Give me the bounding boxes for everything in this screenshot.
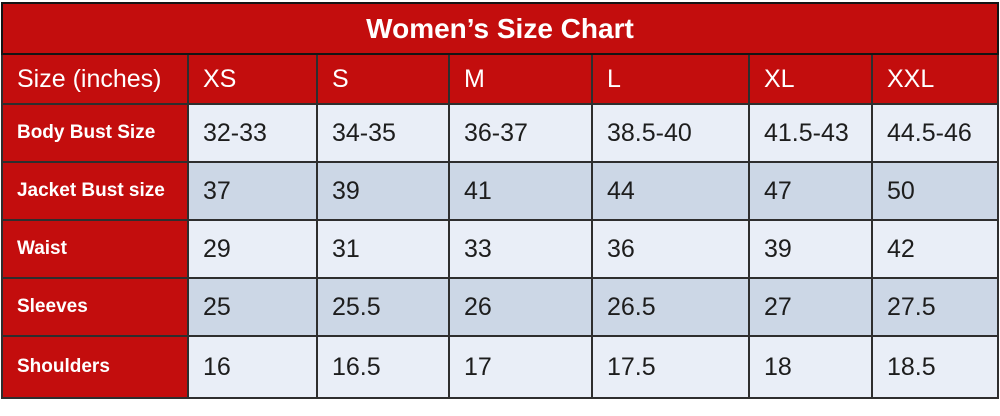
size-cell: 42	[870, 219, 1000, 279]
size-cell: 26	[447, 277, 593, 337]
size-cell: 44.5-46	[870, 103, 1000, 163]
chart-title: Women’s Size Chart	[0, 2, 1000, 55]
size-cell: 36	[590, 219, 750, 279]
title-row: Women’s Size Chart	[0, 2, 1000, 55]
size-cell: 41	[447, 161, 593, 221]
size-cell: 17	[447, 335, 593, 399]
row-label-body-bust-size: Body Bust Size	[0, 103, 189, 163]
column-header-xl: XL	[747, 53, 873, 105]
table-row-body-bust-size: Body Bust Size 32-33 34-35 36-37 38.5-40…	[0, 103, 1000, 163]
size-cell: 33	[447, 219, 593, 279]
size-cell: 37	[186, 161, 318, 221]
column-header-size-inches: Size (inches)	[0, 53, 189, 105]
size-cell: 27	[747, 277, 873, 337]
table-row-jacket-bust-size: Jacket Bust size 37 39 41 44 47 50	[0, 161, 1000, 221]
size-cell: 38.5-40	[590, 103, 750, 163]
size-cell: 47	[747, 161, 873, 221]
size-cell: 32-33	[186, 103, 318, 163]
table-row-waist: Waist 29 31 33 36 39 42	[0, 219, 1000, 279]
column-header-xxl: XXL	[870, 53, 1000, 105]
column-header-l: L	[590, 53, 750, 105]
size-cell: 25.5	[315, 277, 450, 337]
size-cell: 25	[186, 277, 318, 337]
size-cell: 29	[186, 219, 318, 279]
size-cell: 39	[315, 161, 450, 221]
column-header-m: M	[447, 53, 593, 105]
size-cell: 18.5	[870, 335, 1000, 399]
size-chart-table: Women’s Size Chart Size (inches) XS S M …	[0, 2, 1000, 399]
size-cell: 18	[747, 335, 873, 399]
size-cell: 34-35	[315, 103, 450, 163]
size-cell: 44	[590, 161, 750, 221]
table-row-sleeves: Sleeves 25 25.5 26 26.5 27 27.5	[0, 277, 1000, 337]
header-row: Size (inches) XS S M L XL XXL	[0, 53, 1000, 105]
size-cell: 41.5-43	[747, 103, 873, 163]
column-header-s: S	[315, 53, 450, 105]
row-label-shoulders: Shoulders	[0, 335, 189, 399]
size-cell: 16.5	[315, 335, 450, 399]
row-label-waist: Waist	[0, 219, 189, 279]
size-cell: 39	[747, 219, 873, 279]
size-cell: 36-37	[447, 103, 593, 163]
size-cell: 17.5	[590, 335, 750, 399]
table-row-shoulders: Shoulders 16 16.5 17 17.5 18 18.5	[0, 335, 1000, 399]
size-cell: 16	[186, 335, 318, 399]
column-header-xs: XS	[186, 53, 318, 105]
size-cell: 26.5	[590, 277, 750, 337]
row-label-sleeves: Sleeves	[0, 277, 189, 337]
row-label-jacket-bust-size: Jacket Bust size	[0, 161, 189, 221]
size-cell: 50	[870, 161, 1000, 221]
size-cell: 27.5	[870, 277, 1000, 337]
size-cell: 31	[315, 219, 450, 279]
